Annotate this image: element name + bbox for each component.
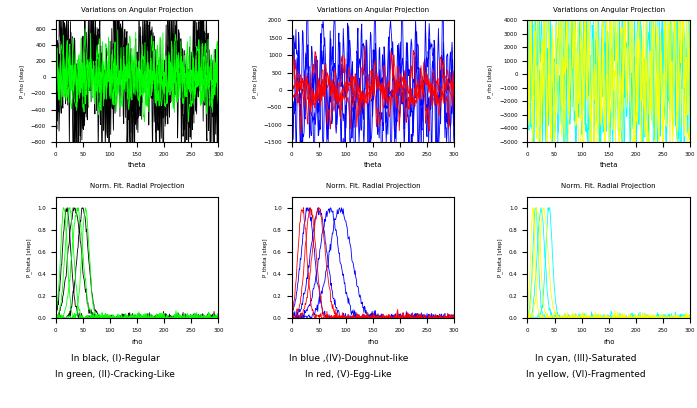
- X-axis label: theta: theta: [364, 162, 382, 168]
- Title: Variations on Angular Projection: Variations on Angular Projection: [317, 7, 429, 13]
- Title: Variations on Angular Projection: Variations on Angular Projection: [81, 7, 193, 13]
- Title: Norm. Fit. Radial Projection: Norm. Fit. Radial Projection: [90, 183, 185, 189]
- Text: In black, (I)-Regular: In black, (I)-Regular: [70, 354, 160, 363]
- Title: Norm. Fit. Radial Projection: Norm. Fit. Radial Projection: [561, 183, 656, 189]
- Y-axis label: P_rho [step]: P_rho [step]: [488, 65, 493, 98]
- Text: In yellow, (VI)-Fragmented: In yellow, (VI)-Fragmented: [526, 370, 645, 379]
- Text: In green, (II)-Cracking-Like: In green, (II)-Cracking-Like: [55, 370, 175, 379]
- Title: Norm. Fit. Radial Projection: Norm. Fit. Radial Projection: [325, 183, 420, 189]
- Y-axis label: P_theta [step]: P_theta [step]: [498, 238, 503, 277]
- X-axis label: theta: theta: [599, 162, 618, 168]
- X-axis label: rho: rho: [603, 339, 615, 344]
- Y-axis label: P_rho [step]: P_rho [step]: [20, 65, 25, 98]
- Title: Variations on Angular Projection: Variations on Angular Projection: [553, 7, 665, 13]
- X-axis label: theta: theta: [128, 162, 146, 168]
- Text: In red, (V)-Egg-Like: In red, (V)-Egg-Like: [305, 370, 392, 379]
- X-axis label: rho: rho: [367, 339, 378, 344]
- Text: In blue ,(IV)-Doughnut-like: In blue ,(IV)-Doughnut-like: [289, 354, 408, 363]
- Y-axis label: P_rho [step]: P_rho [step]: [252, 65, 258, 98]
- Text: In cyan, (III)-Saturated: In cyan, (III)-Saturated: [535, 354, 636, 363]
- X-axis label: rho: rho: [131, 339, 143, 344]
- Y-axis label: P_theta [step]: P_theta [step]: [26, 238, 32, 277]
- Y-axis label: P_theta [step]: P_theta [step]: [262, 238, 268, 277]
